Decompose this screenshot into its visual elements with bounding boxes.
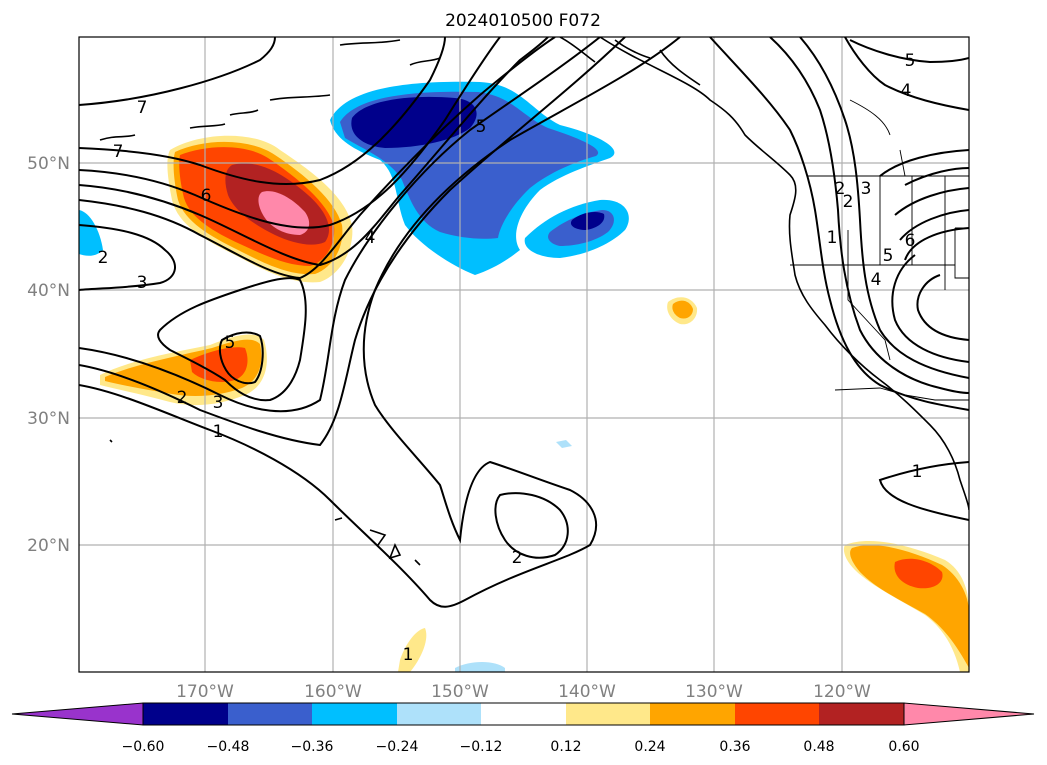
latitude-labels: 50°N 40°N 30°N 20°N [27, 154, 70, 556]
colorbar-tick: 0.12 [550, 739, 581, 755]
lon-label: 120°W [813, 682, 871, 702]
longitude-labels: 170°W 160°W 150°W 140°W 130°W 120°W [176, 682, 871, 702]
contour-label: 4 [901, 81, 912, 101]
contour-label: 4 [871, 270, 882, 290]
positive-anomaly-southeast [843, 540, 969, 672]
colorbar-tick: −0.24 [376, 739, 419, 755]
lat-label: 50°N [27, 154, 70, 174]
colorbar-segment [650, 703, 735, 725]
lon-label: 130°W [685, 682, 743, 702]
map-area [79, 37, 969, 672]
contour-label: 4 [365, 228, 376, 248]
contour-labels: 7 7 6 5 4 3 2 2 3 5 2 1 2 5 4 1 2 3 6 5 … [98, 51, 923, 665]
contour-label: 5 [476, 117, 487, 137]
colorbar-segment [566, 703, 650, 725]
colorbar-segment [312, 703, 397, 725]
contour-label: 3 [213, 393, 224, 413]
contour-label: 5 [225, 333, 236, 353]
colorbar-segment [228, 703, 312, 725]
map-frame [78, 36, 970, 673]
colorbar-segment [735, 703, 819, 725]
contour-label: 1 [827, 228, 838, 248]
map-title: 2024010500 F072 [445, 11, 601, 31]
colorbar-extend-low [11, 702, 144, 726]
contour-label: 5 [905, 51, 916, 71]
lon-label: 170°W [176, 682, 234, 702]
height-contours [79, 37, 969, 608]
colorbar-extend-high [903, 702, 1035, 726]
lat-label: 20°N [27, 536, 70, 556]
colorbar-tick: −0.60 [122, 739, 165, 755]
negative-anomaly-east [524, 199, 629, 258]
colorbar-tick: −0.12 [460, 739, 503, 755]
colorbar-tick: −0.36 [291, 739, 334, 755]
contour-label: 1 [912, 462, 923, 482]
contour-label: 2 [512, 548, 523, 568]
contour-label: 7 [137, 98, 148, 118]
lat-label: 30°N [27, 409, 70, 429]
contour-label: 2 [98, 248, 109, 268]
positive-anomaly-north [167, 135, 353, 283]
contour-label: 2 [843, 192, 854, 212]
contour-label: 3 [861, 179, 872, 199]
negative-anomaly-north [330, 81, 615, 275]
coastlines [99, 37, 969, 566]
colorbar-segment [143, 703, 228, 725]
colorbar-tick: 0.60 [888, 739, 919, 755]
positive-anomaly-small [398, 297, 698, 672]
lat-label: 40°N [27, 281, 70, 301]
colorbar-tick: 0.36 [719, 739, 750, 755]
colorbar-tick: 0.24 [634, 739, 665, 755]
colorbar-segment [397, 703, 481, 725]
lon-label: 150°W [431, 682, 489, 702]
colorbar-tick: −0.48 [207, 739, 250, 755]
contour-label: 1 [213, 422, 224, 442]
contour-label: 5 [883, 246, 894, 266]
colorbar-tick: 0.48 [803, 739, 834, 755]
contour-label: 2 [177, 388, 188, 408]
contour-label: 3 [137, 273, 148, 293]
positive-anomaly-subtropical [100, 334, 267, 406]
negative-anomaly-west-edge [79, 210, 572, 672]
graticule [79, 37, 969, 672]
contour-label: 7 [113, 142, 124, 162]
colorbar: −0.60 −0.48 −0.36 −0.24 −0.12 0.12 0.24 … [11, 702, 1035, 755]
contour-label: 1 [403, 645, 414, 665]
lon-label: 160°W [304, 682, 362, 702]
colorbar-segment [819, 703, 904, 725]
contour-label: 6 [905, 231, 916, 251]
contour-label: 2 [835, 179, 846, 199]
colorbar-segment [481, 703, 566, 725]
lon-label: 140°W [558, 682, 616, 702]
contour-label: 6 [201, 186, 212, 206]
